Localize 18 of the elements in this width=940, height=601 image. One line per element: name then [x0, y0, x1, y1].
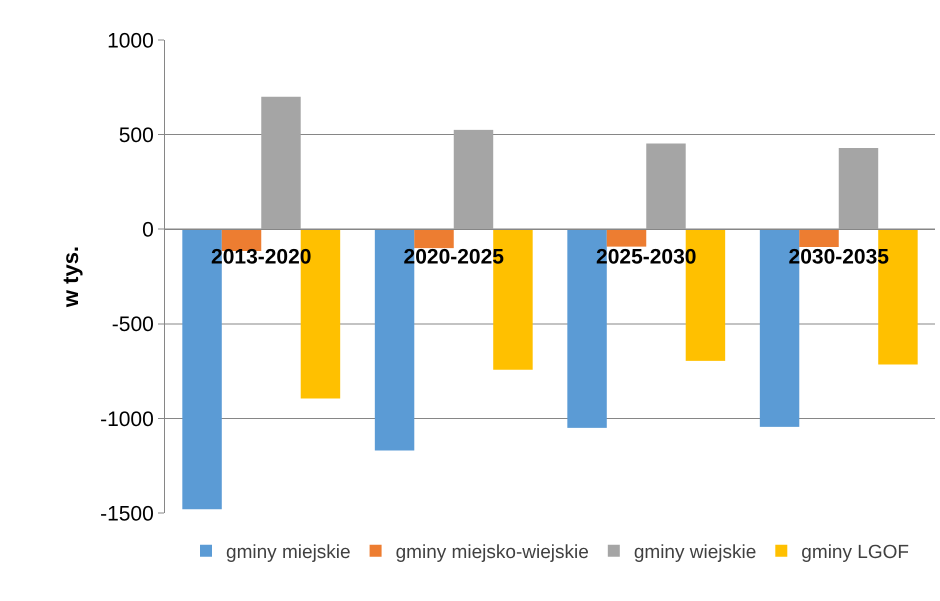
bar: [454, 130, 494, 230]
legend-label: gminy miejsko-wiejskie: [396, 542, 589, 564]
legend-label: gminy LGOF: [801, 542, 909, 564]
bar: [414, 229, 454, 248]
bar: [799, 229, 839, 247]
legend-label: gminy wiejskie: [634, 542, 756, 564]
bar: [606, 229, 646, 247]
y-axis-title: w tys.: [58, 246, 83, 308]
bar: [261, 96, 301, 230]
y-tick-label: 500: [118, 124, 154, 147]
y-tick-label: 1000: [107, 29, 154, 52]
y-tick-label: -1000: [100, 408, 154, 431]
y-tick-label: -500: [112, 313, 154, 336]
legend-label: gminy miejskie: [226, 542, 351, 564]
y-tick-label: 0: [142, 218, 154, 242]
y-tick-label: -1500: [100, 502, 154, 526]
bar: [838, 148, 878, 230]
bar: [646, 143, 686, 230]
